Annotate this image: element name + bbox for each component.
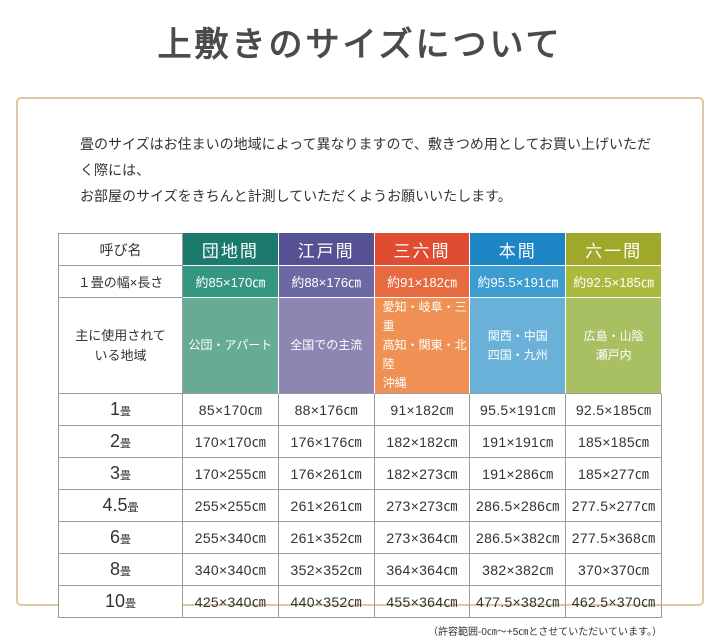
size-value-cell: 185×185㎝ xyxy=(566,426,662,458)
width-cell: 約95.5×191㎝ xyxy=(470,266,567,298)
row-label: 1畳 xyxy=(58,394,183,426)
size-row-1jo: 1畳 85×170㎝ 88×176㎝ 91×182㎝ 95.5×191㎝ 92.… xyxy=(58,394,662,426)
size-value-cell: 382×382㎝ xyxy=(470,554,567,586)
info-box: 畳のサイズはお住まいの地域によって異なりますので、敷きつめ用としてお買い上げいた… xyxy=(16,97,704,638)
size-row-10jo: 10畳 425×340㎝ 440×352㎝ 455×364㎝ 477.5×382… xyxy=(58,586,662,618)
size-value-cell: 352×352㎝ xyxy=(278,554,375,586)
region-cell: 全国での主流 xyxy=(278,298,375,394)
size-row-6jo: 6畳 255×340㎝ 261×352㎝ 273×364㎝ 286.5×382㎝… xyxy=(58,522,662,554)
size-value-cell: 370×370㎝ xyxy=(566,554,662,586)
size-value-cell: 182×273㎝ xyxy=(374,458,471,490)
column-header-honma: 本間 xyxy=(470,233,567,266)
size-value-cell: 85×170㎝ xyxy=(183,394,279,426)
size-value-cell: 477.5×382㎝ xyxy=(470,586,567,618)
size-value-cell: 185×277㎝ xyxy=(566,458,662,490)
size-value-cell: 455×364㎝ xyxy=(374,586,471,618)
size-value-cell: 191×191㎝ xyxy=(470,426,567,458)
size-value-cell: 440×352㎝ xyxy=(278,586,375,618)
column-header-rokuichima: 六一間 xyxy=(566,233,662,266)
size-value-cell: 364×364㎝ xyxy=(374,554,471,586)
row-label: 3畳 xyxy=(58,458,183,490)
size-value-cell: 92.5×185㎝ xyxy=(566,394,662,426)
width-cell: 約85×170㎝ xyxy=(183,266,279,298)
size-row-2jo: 2畳 170×170㎝ 176×176㎝ 182×182㎝ 191×191㎝ 1… xyxy=(58,426,662,458)
size-value-cell: 261×352㎝ xyxy=(278,522,375,554)
size-value-cell: 91×182㎝ xyxy=(374,394,471,426)
table-header-row: 呼び名 団地間 江戸間 三六間 本間 六一間 xyxy=(58,233,662,266)
size-value-cell: 255×255㎝ xyxy=(183,490,279,522)
column-header-danchima: 団地間 xyxy=(183,233,279,266)
region-cell: 広島・山陰 瀬戸内 xyxy=(566,298,662,394)
size-value-cell: 170×255㎝ xyxy=(183,458,279,490)
size-value-cell: 273×364㎝ xyxy=(374,522,471,554)
description-line-1: 畳のサイズはお住まいの地域によって異なりますので、敷きつめ用としてお買い上げいた… xyxy=(80,136,652,178)
description: 畳のサイズはお住まいの地域によって異なりますので、敷きつめ用としてお買い上げいた… xyxy=(18,99,702,209)
row-label: 4.5畳 xyxy=(58,490,183,522)
region-cell: 公団・アパート xyxy=(183,298,279,394)
region-cell: 関西・中国 四国・九州 xyxy=(470,298,567,394)
region-cell: 愛知・岐阜・三重 高知・関東・北陸 沖縄 xyxy=(374,298,471,394)
size-value-cell: 176×261㎝ xyxy=(278,458,375,490)
size-value-cell: 277.5×277㎝ xyxy=(566,490,662,522)
region-row-label-line2: いる地域 xyxy=(94,347,147,363)
width-cell: 約91×182㎝ xyxy=(374,266,471,298)
size-value-cell: 425×340㎝ xyxy=(183,586,279,618)
size-value-cell: 286.5×382㎝ xyxy=(470,522,567,554)
size-row-3jo: 3畳 170×255㎝ 176×261㎝ 182×273㎝ 191×286㎝ 1… xyxy=(58,458,662,490)
size-value-cell: 95.5×191㎝ xyxy=(470,394,567,426)
size-value-cell: 462.5×370㎝ xyxy=(566,586,662,618)
size-value-cell: 88×176㎝ xyxy=(278,394,375,426)
size-row-8jo: 8畳 340×340㎝ 352×352㎝ 364×364㎝ 382×382㎝ 3… xyxy=(58,554,662,586)
description-line-2: お部屋のサイズをきちんと計測していただくようお願いいたします。 xyxy=(80,188,512,204)
width-row-label: １畳の幅×長さ xyxy=(58,266,183,298)
region-row-label-line1: 主に使用されて xyxy=(75,327,166,343)
size-row-4half-jo: 4.5畳 255×255㎝ 261×261㎝ 273×273㎝ 286.5×28… xyxy=(58,490,662,522)
size-value-cell: 340×340㎝ xyxy=(183,554,279,586)
tolerance-footnote: （許容範囲-0㎝～+5㎝とさせていただいています。） xyxy=(428,627,662,638)
row-label: 2畳 xyxy=(58,426,183,458)
column-header-edoma: 江戸間 xyxy=(278,233,375,266)
width-length-row: １畳の幅×長さ 約85×170㎝ 約88×176㎝ 約91×182㎝ 約95.5… xyxy=(58,266,662,298)
width-cell: 約92.5×185㎝ xyxy=(566,266,662,298)
size-value-cell: 176×176㎝ xyxy=(278,426,375,458)
region-row-label: 主に使用されて いる地域 xyxy=(58,298,183,394)
size-value-cell: 170×170㎝ xyxy=(183,426,279,458)
page-title: 上敷きのサイズについて xyxy=(157,27,563,64)
corner-header-cell: 呼び名 xyxy=(58,233,183,266)
size-value-cell: 277.5×368㎝ xyxy=(566,522,662,554)
size-value-cell: 191×286㎝ xyxy=(470,458,567,490)
size-value-cell: 273×273㎝ xyxy=(374,490,471,522)
width-cell: 約88×176㎝ xyxy=(278,266,375,298)
row-label: 6畳 xyxy=(58,522,183,554)
tatami-size-table: 呼び名 団地間 江戸間 三六間 本間 六一間 １畳の幅×長さ 約85×170㎝ … xyxy=(58,233,662,618)
column-header-sabuma: 三六間 xyxy=(374,233,471,266)
size-value-cell: 286.5×286㎝ xyxy=(470,490,567,522)
row-label: 10畳 xyxy=(58,586,183,618)
size-value-cell: 182×182㎝ xyxy=(374,426,471,458)
size-value-cell: 255×340㎝ xyxy=(183,522,279,554)
region-row: 主に使用されて いる地域 公団・アパート 全国での主流 愛知・岐阜・三重 高知・… xyxy=(58,298,662,394)
row-label: 8畳 xyxy=(58,554,183,586)
size-value-cell: 261×261㎝ xyxy=(278,490,375,522)
